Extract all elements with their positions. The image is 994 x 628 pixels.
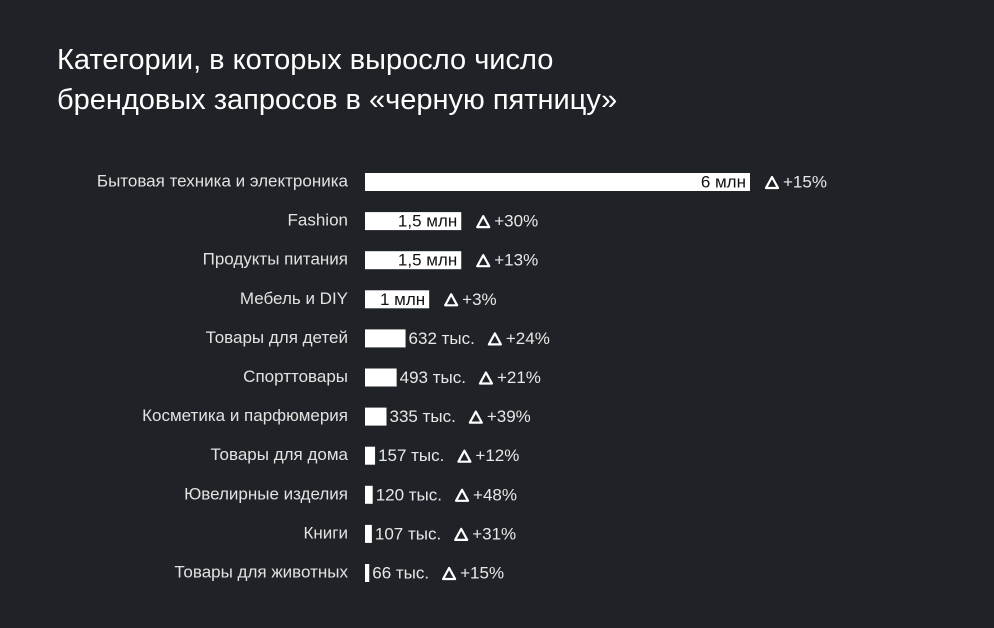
growth-label: +48% [473,485,517,504]
category-label: Fashion [288,211,348,230]
category-label: Книги [304,523,348,542]
value-label: 1,5 млн [398,212,457,231]
bar [365,485,373,504]
bar [365,407,387,426]
bar [365,173,750,191]
growth-label: +15% [460,563,504,582]
bar [365,564,370,582]
bar [365,368,397,387]
growth-icon [454,527,469,541]
category-label: Ювелирные изделия [184,484,348,503]
growth-icon [454,488,470,502]
category-label: Косметика и парфюмерия [142,406,348,425]
category-label: Товары для детей [206,328,348,347]
value-label: 1 млн [380,290,425,309]
growth-label: +13% [494,251,538,270]
growth-icon [442,566,457,581]
growth-label: +15% [783,172,827,191]
growth-icon [444,293,459,307]
value-label: 107 тыс. [375,524,441,543]
growth-icon [478,371,494,385]
growth-icon [476,254,491,268]
growth-label: +30% [494,212,538,231]
growth-icon [764,175,780,190]
category-label: Товары для животных [174,562,348,581]
growth-icon [487,332,502,346]
category-label: Товары для дома [211,445,349,464]
growth-label: +12% [475,446,519,465]
growth-icon [457,449,472,463]
category-label: Бытовая техника и электроника [97,171,349,190]
value-label: 66 тыс. [372,563,429,582]
bar [365,329,406,348]
growth-label: +39% [487,407,531,426]
value-label: 493 тыс. [400,368,466,387]
bar [365,251,462,270]
growth-icon [476,215,491,229]
category-label: Продукты питания [203,250,348,269]
category-label: Спорттовары [243,367,348,386]
value-label: 1,5 млн [398,251,457,270]
bar [365,290,430,309]
bar [365,524,372,543]
category-label: Мебель и DIY [240,289,348,308]
growth-label: +21% [497,368,541,387]
value-label: 632 тыс. [409,329,475,348]
chart-title: Категории, в которых выросло число бренд… [57,44,618,116]
growth-label: +31% [472,524,516,543]
growth-icon [468,410,483,424]
value-label: 157 тыс. [378,446,444,465]
bar [365,212,462,231]
growth-label: +3% [462,290,497,309]
growth-label: +24% [506,329,550,348]
bar [365,446,376,465]
value-label: 335 тыс. [389,407,455,426]
value-label: 120 тыс. [376,485,442,504]
value-label: 6 млн [701,172,746,191]
